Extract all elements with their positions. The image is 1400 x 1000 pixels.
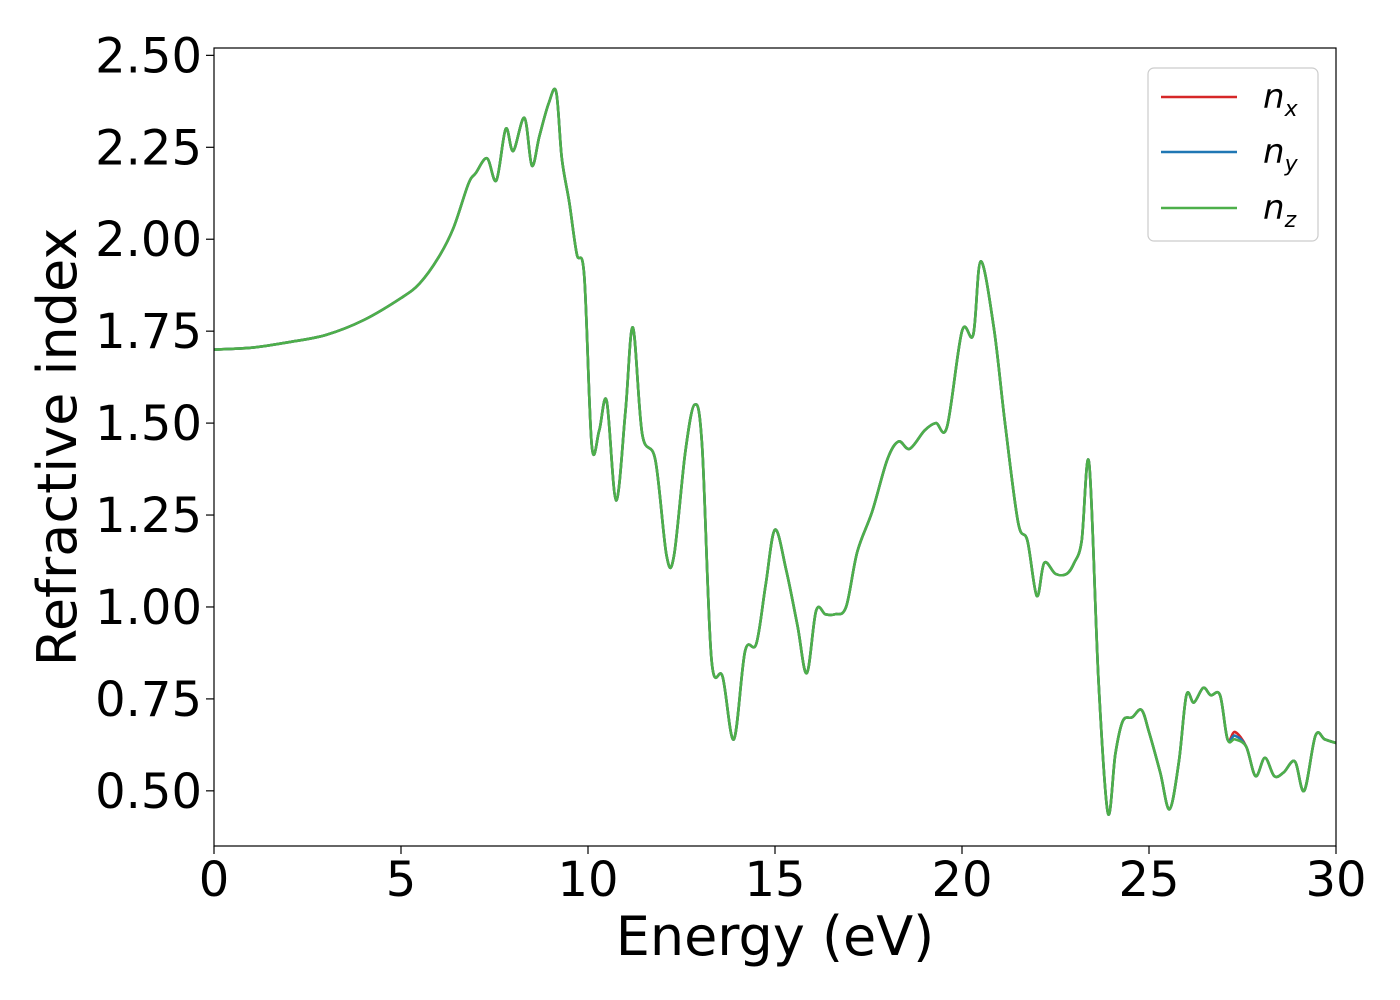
x-axis-title: Energy (eV) xyxy=(616,905,935,968)
x-tick-label: 5 xyxy=(386,852,417,908)
x-tick-label: 0 xyxy=(199,852,230,908)
legend-label-base: n xyxy=(1263,188,1285,228)
y-tick-label: 0.50 xyxy=(95,764,202,820)
y-axis-title: Refractive index xyxy=(26,228,89,667)
y-tick-label: 1.00 xyxy=(95,580,202,636)
legend-label-y: ny xyxy=(1263,132,1299,177)
legend-label-subscript: y xyxy=(1284,152,1299,177)
legend-box xyxy=(1147,67,1319,242)
y-axis-ticks: 0.50 0.75 1.00 1.25 1.50 1.75 2.00 2.25 2.50 xyxy=(95,28,214,820)
legend-label-z: nz xyxy=(1263,188,1297,233)
x-tick-label: 10 xyxy=(557,852,618,908)
x-tick-label: 20 xyxy=(931,852,992,908)
y-tick-label: 1.75 xyxy=(95,304,202,360)
y-tick-label: 2.00 xyxy=(95,212,202,268)
x-tick-label: 15 xyxy=(744,852,805,908)
y-tick-label: 2.25 xyxy=(95,120,202,176)
series-line-z xyxy=(214,87,1336,816)
legend-label-x: nx xyxy=(1263,77,1299,122)
x-tick-label: 30 xyxy=(1305,852,1366,908)
legend-label-base: n xyxy=(1263,132,1285,172)
legend-label-base: n xyxy=(1263,77,1285,117)
legend-label-subscript: z xyxy=(1284,208,1297,233)
y-tick-label: 1.50 xyxy=(95,396,202,452)
legend-label-subscript: x xyxy=(1284,97,1299,122)
y-tick-label: 2.50 xyxy=(95,28,202,84)
x-axis-ticks: 0 5 10 15 20 25 30 xyxy=(199,846,1367,908)
y-tick-label: 0.75 xyxy=(95,672,202,728)
x-tick-label: 25 xyxy=(1118,852,1179,908)
y-tick-label: 1.25 xyxy=(95,488,202,544)
series-layer xyxy=(214,87,1336,816)
